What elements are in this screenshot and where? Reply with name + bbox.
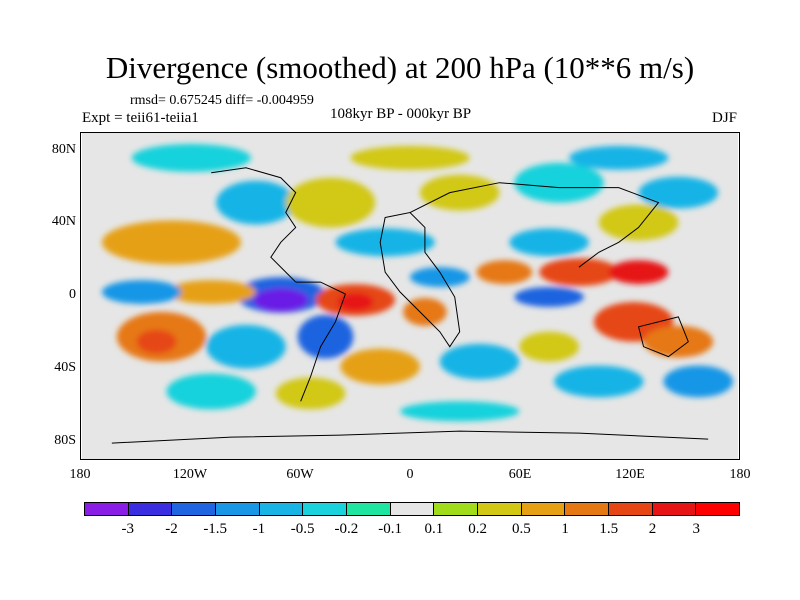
colorbar-label: -1 [252,521,266,537]
colorbar-label: 0.5 [511,521,531,537]
colorbar-label: -1.5 [203,521,228,537]
y-tick-label: 40N [51,214,76,229]
x-tick-label: 60W [286,467,314,482]
colorbar-box [259,503,304,515]
x-tick-label: 0 [406,467,414,482]
colorbar-label: -0.2 [334,521,359,537]
colorbar-label: -0.1 [378,521,402,537]
colorbar-box [696,503,740,515]
colorbar-label: 2 [648,521,657,537]
colorbar-box [128,503,173,515]
colorbar-box [609,503,653,515]
colorbar-label: -2 [165,521,178,537]
y-tick-label: 80N [51,142,76,157]
colorbar-box [347,503,391,515]
colorbar-label: 1.5 [599,521,619,537]
colorbar-box [216,503,260,515]
y-tick-label: 80S [54,433,76,448]
colorbar-box [85,503,129,515]
colorbar-box [172,503,217,515]
colorbar-box [303,503,348,515]
colorbar-box [652,503,697,515]
x-tick-label: 180 [69,467,91,482]
colorbar-label: 0.1 [424,521,444,537]
colorbar-label: -0.5 [290,521,315,537]
colorbar [84,502,740,516]
colorbar-label: 1 [561,521,569,537]
y-tick-label: 40S [54,360,76,375]
colorbar-box [478,503,522,515]
x-tick-label: 180 [729,467,751,482]
colorbar-label: 0.2 [468,521,487,537]
x-tick-label: 120E [615,467,645,482]
x-tick-label: 120W [172,467,208,482]
colorbar-box [390,503,435,515]
season-label: DJF [712,110,738,126]
coastlines [111,167,709,444]
y-tick-label: 0 [69,287,76,302]
colorbar-label: 3 [692,521,701,537]
period-label: 108kyr BP - 000kyr BP [330,106,472,122]
figure-title: Divergence (smoothed) at 200 hPa (10**6 … [105,50,695,85]
colorbar-box [521,503,566,515]
divergence-field [101,143,734,422]
divergence-map [80,132,740,460]
stats-text: rmsd= 0.675245 diff= -0.004959 [130,93,314,108]
experiment-label: Expt = teii61-teiia1 [82,110,199,126]
colorbar-box [565,503,610,515]
x-tick-label: 60E [508,467,532,482]
colorbar-label: -3 [121,521,134,537]
colorbar-box [434,503,479,515]
